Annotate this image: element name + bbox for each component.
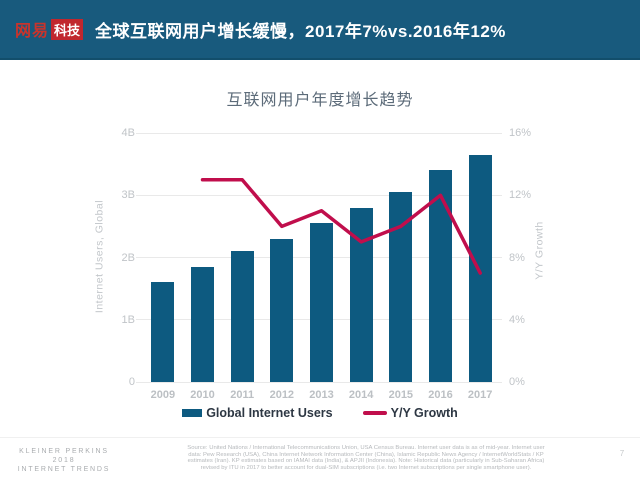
- x-axis-label-2014: 2014: [348, 389, 374, 401]
- source-note: Source: United Nations / International T…: [187, 445, 545, 471]
- x-axis-label-2016: 2016: [428, 389, 453, 401]
- right-axis-tick-4%: 4%: [509, 313, 525, 326]
- x-axis-label-2013: 2013: [309, 389, 334, 401]
- x-axis-label-2009: 2009: [150, 389, 176, 401]
- footer: KLEINER PERKINS 2018 INTERNET TRENDS Sou…: [0, 437, 640, 480]
- netease-logo-text: 网易: [15, 23, 50, 40]
- left-axis-tick-2B: 2B: [121, 251, 135, 264]
- bar-2015: [389, 192, 413, 382]
- x-axis-label-2015: 2015: [388, 389, 414, 401]
- left-axis-tick-3B: 3B: [121, 189, 135, 202]
- growth-line-layer: [200, 177, 482, 275]
- line-series-swatch: [362, 411, 387, 415]
- tech-logo-badge: 科技: [51, 18, 84, 40]
- left-axis-tick-0: 0: [128, 376, 135, 388]
- x-axis-label-2010: 2010: [190, 389, 215, 401]
- x-axis-label-2017: 2017: [467, 389, 493, 401]
- right-axis-tick-8%: 8%: [509, 251, 525, 264]
- chart-title: 互联网用户年度增长趋势: [226, 92, 414, 109]
- bar-2016: [429, 170, 452, 382]
- gridline: [136, 194, 502, 196]
- netease-tech-logo[interactable]: 网易 科技: [15, 17, 84, 41]
- right-axis-title: Y/Y Growth: [533, 221, 546, 280]
- gridline: [136, 132, 502, 134]
- legend-item-bars: Global Internet Users: [182, 406, 333, 420]
- plot-area: 0 0% 1B 4% 2B 8% 3B 12% 4B 16% 2009 2010 2011 2012 201…: [122, 127, 532, 401]
- brand-line-3: INTERNET TRENDS: [17, 466, 111, 473]
- bar-series-label: Global Internet Users: [206, 406, 333, 420]
- bar-2009: [151, 282, 175, 382]
- brand-line-2: 2018: [52, 457, 76, 464]
- bar-2010: [191, 266, 214, 382]
- kleiner-perkins-brand: KLEINER PERKINS 2018 INTERNET TRENDS: [8, 447, 120, 474]
- growth-line: [200, 177, 482, 275]
- bar-series-swatch: [182, 409, 203, 417]
- bar-2013: [310, 223, 333, 382]
- left-axis-tick-4B: 4B: [121, 127, 135, 139]
- right-axis-tick-0%: 0%: [509, 376, 525, 388]
- bar-2014: [349, 207, 373, 382]
- gridline: [136, 381, 502, 383]
- article-title: 全球互联网用户增长缓慢，2017年7%vs.2016年12%: [95, 21, 506, 41]
- x-axis-label-2011: 2011: [230, 389, 255, 401]
- left-axis-tick-1B: 1B: [121, 313, 135, 326]
- page-number: 7: [619, 449, 625, 458]
- brand-line-1: KLEINER PERKINS: [19, 448, 109, 455]
- legend-item-line: Y/Y Growth: [362, 406, 458, 420]
- right-axis-tick-12%: 12%: [509, 189, 532, 202]
- bar-2012: [270, 238, 294, 382]
- bar-2011: [230, 251, 254, 382]
- bar-2017: [468, 154, 492, 382]
- header-bar: 网易 科技 全球互联网用户增长缓慢，2017年7%vs.2016年12%: [0, 0, 640, 60]
- x-axis-label-2012: 2012: [269, 389, 295, 401]
- chart-legend: Global Internet Users Y/Y Growth: [0, 406, 640, 420]
- right-axis-tick-16%: 16%: [509, 127, 532, 139]
- line-series-label: Y/Y Growth: [390, 406, 458, 420]
